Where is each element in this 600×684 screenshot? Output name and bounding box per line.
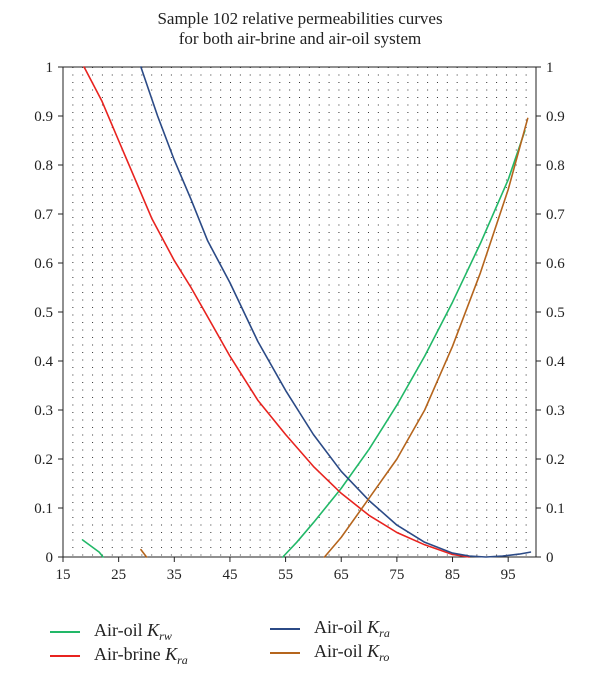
chart-title-line-2: for both air-brine and air-oil system (178, 29, 422, 48)
chart-title-line-1: Sample 102 relative permeabilities curve… (157, 9, 443, 28)
x-tick-label: 15 (56, 567, 71, 583)
x-tick-label: 85 (445, 567, 460, 583)
legend: Air-oil Krw Air-brine Kra Air-oil Kra Ai… (40, 612, 580, 672)
y-tick-label-left: 0.1 (34, 501, 53, 517)
y-tick-label-left: 1 (46, 60, 54, 76)
y-tick-label-left: 0.5 (34, 305, 53, 321)
y-tick-label-right: 0.2 (546, 452, 565, 468)
y-tick-label-left: 0.7 (34, 207, 53, 223)
legend-swatch-0 (50, 631, 80, 633)
x-tick-label: 25 (111, 567, 126, 583)
legend-swatch-1 (50, 655, 80, 657)
series-air-oil-krw (81, 129, 526, 558)
y-tick-label-right: 0.8 (546, 158, 565, 174)
x-tick-label: 35 (167, 567, 182, 583)
series-line (281, 129, 526, 558)
series-line (323, 117, 529, 558)
y-tick-label-right: 0.6 (546, 256, 565, 272)
legend-label-3: Air-oil Kro (314, 641, 390, 664)
legend-swatch-3 (270, 652, 300, 654)
y-tick-label-right: 0.9 (546, 109, 565, 125)
y-tick-label-left: 0 (46, 550, 54, 566)
y-tick-label-right: 0.5 (546, 305, 565, 321)
legend-label-1: Air-brine Kra (94, 644, 188, 667)
series-air-brine-kra (83, 66, 471, 558)
legend-label-2: Air-oil Kra (314, 617, 390, 640)
y-tick-label-left: 0.2 (34, 452, 53, 468)
x-tick-label: 45 (222, 567, 237, 583)
y-tick-label-left: 0.9 (34, 109, 53, 125)
y-tick-label-right: 0.1 (546, 501, 565, 517)
x-tick-label: 65 (334, 567, 349, 583)
x-tick-label: 95 (501, 567, 516, 583)
y-tick-label-left: 0.4 (34, 354, 53, 370)
grid (72, 67, 527, 557)
legend-swatch-2 (270, 628, 300, 630)
y-tick-label-left: 0.3 (34, 403, 53, 419)
legend-label-0: Air-oil Krw (94, 620, 172, 643)
y-tick-label-right: 0.7 (546, 207, 565, 223)
series-line (83, 66, 471, 558)
series-air-oil-kro (140, 117, 529, 558)
series-air-oil-kra (140, 66, 532, 558)
series-line (81, 539, 104, 558)
series-line (140, 66, 532, 558)
x-tick-label: 75 (389, 567, 404, 583)
x-tick-label: 55 (278, 567, 293, 583)
y-tick-label-left: 0.8 (34, 158, 53, 174)
y-tick-label-right: 0 (546, 550, 554, 566)
y-tick-label-left: 0.6 (34, 256, 53, 272)
y-tick-label-right: 1 (546, 60, 554, 76)
y-tick-label-right: 0.3 (546, 403, 565, 419)
series-line (140, 548, 148, 558)
y-tick-label-right: 0.4 (546, 354, 565, 370)
